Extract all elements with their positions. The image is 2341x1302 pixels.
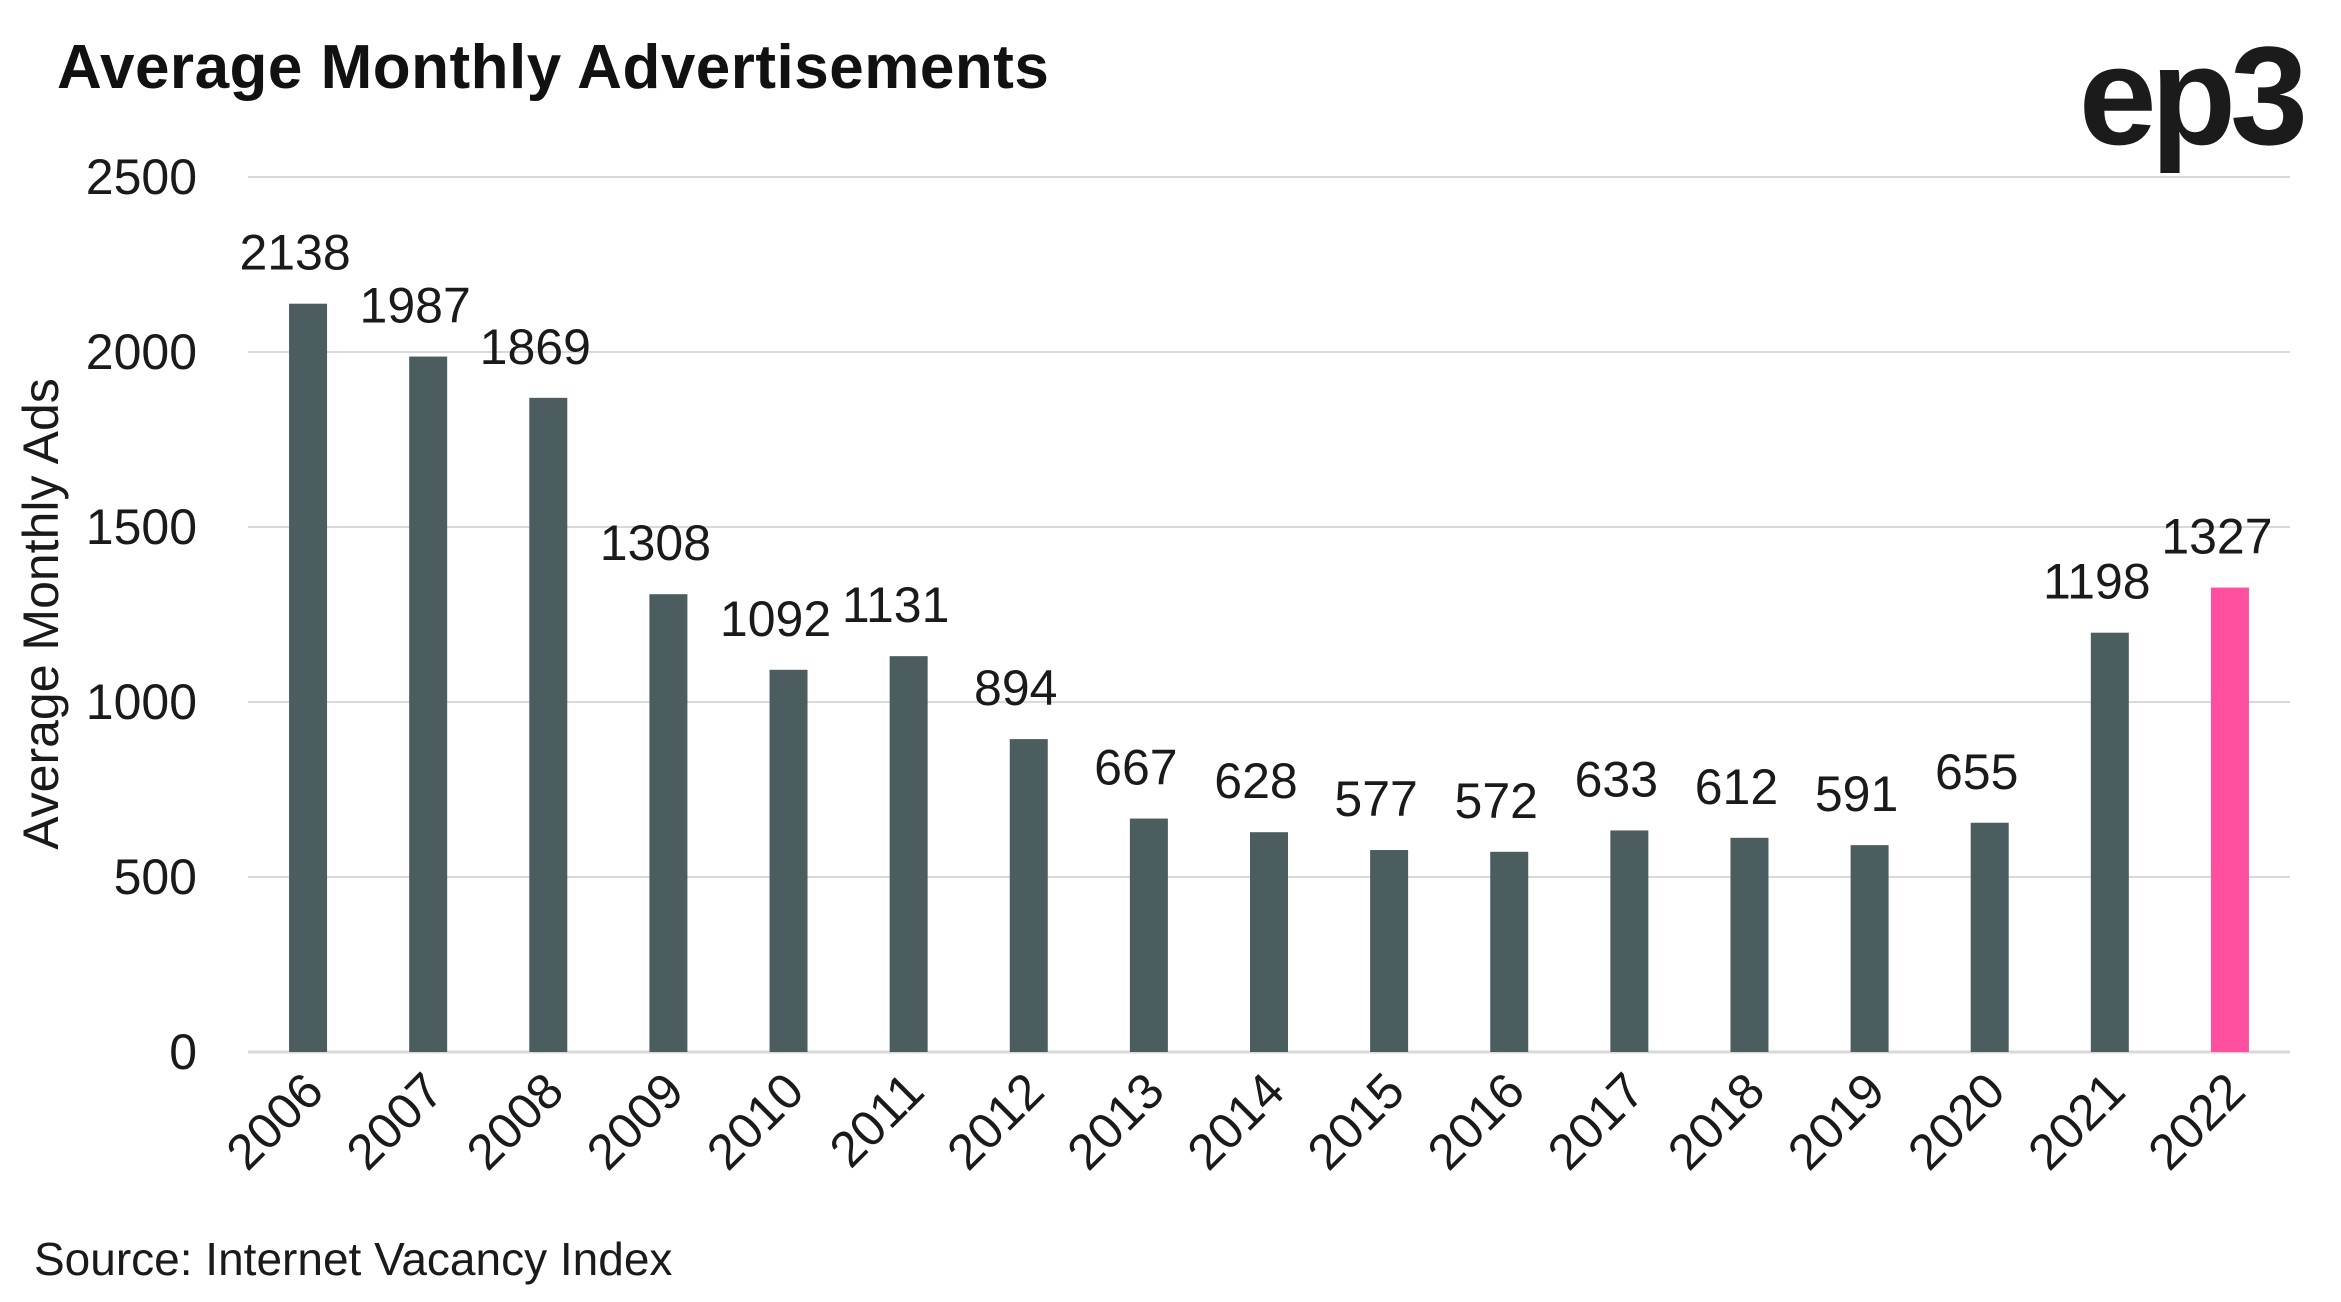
y-tick-label: 500 [114,849,197,905]
x-tick-label-2013: 2013 [1056,1062,1174,1180]
data-label-2008: 1869 [480,319,591,375]
bar-2007 [409,356,448,1052]
x-tick-label-2017: 2017 [1537,1062,1655,1180]
x-tick-label-2012: 2012 [936,1062,1054,1180]
bar-2009 [649,594,688,1052]
chart-title: Average Monthly Advertisements [57,33,1050,102]
x-tick-label-2022: 2022 [2137,1062,2255,1180]
data-label-2006: 2138 [239,225,350,281]
data-label-2016: 572 [1455,773,1538,829]
x-tick-label-2015: 2015 [1297,1062,1415,1180]
y-tick-label: 2000 [86,324,197,380]
y-tick-label: 1000 [86,674,197,730]
data-label-2017: 633 [1575,751,1658,807]
data-label-2010: 1092 [720,591,831,647]
y-tick-label: 2500 [86,149,197,205]
bar-2006 [289,303,328,1052]
bars [289,303,2249,1053]
x-tick-label-2014: 2014 [1177,1062,1295,1180]
x-tick-label-2007: 2007 [336,1062,454,1180]
y-axis-title: Average Monthly Ads [13,378,69,850]
x-tick-label-2018: 2018 [1657,1062,1775,1180]
bar-2008 [529,397,568,1053]
bar-2011 [889,656,928,1052]
data-label-2020: 655 [1935,744,2018,800]
data-label-2007: 1987 [360,278,471,334]
y-tick-label: 0 [169,1024,197,1080]
x-tick-label-2011: 2011 [819,1062,935,1178]
data-label-2014: 628 [1214,753,1297,809]
bar-2015 [1370,850,1409,1052]
bar-2019 [1850,845,1889,1052]
y-tick-label: 1500 [86,499,197,555]
x-tick-label-2006: 2006 [216,1062,334,1180]
bar-2014 [1250,832,1288,1052]
bar-2018 [1730,837,1769,1052]
bar-2022 [2210,587,2249,1052]
source-note: Source: Internet Vacancy Index [34,1233,673,1285]
x-tick-label-2020: 2020 [1897,1062,2015,1180]
data-label-2022: 1327 [2161,509,2272,565]
y-axis-ticks: 0 500 1000 1500 2000 2500 [86,149,197,1080]
x-tick-label-2019: 2019 [1777,1062,1895,1180]
brand-logo: ep3 [2078,17,2308,174]
data-label-2012: 894 [974,660,1057,716]
bar-2012 [1009,739,1048,1052]
bar-2013 [1129,818,1168,1052]
x-tick-label-2008: 2008 [456,1062,574,1180]
x-tick-label-2009: 2009 [576,1062,694,1180]
bar-2016 [1490,851,1529,1052]
data-label-2013: 667 [1094,740,1177,796]
bar-2017 [1610,830,1649,1052]
bar-2021 [2090,632,2129,1052]
bar-2020 [1970,822,2009,1052]
data-label-2018: 612 [1695,759,1778,815]
data-label-2021: 1198 [2043,554,2151,610]
bar-2010 [769,669,808,1052]
data-label-2019: 591 [1815,766,1898,822]
x-tick-label-2021: 2021 [2017,1062,2135,1180]
data-label-2009: 1308 [600,515,711,571]
x-axis-ticks: 2006 2007 2008 2009 2010 2011 2012 2013 2014 2015… [216,1062,2256,1180]
data-label-2015: 577 [1334,771,1417,827]
data-label-2011: 1131 [842,577,950,633]
x-tick-label-2016: 2016 [1417,1062,1535,1180]
x-tick-label-2010: 2010 [696,1062,814,1180]
